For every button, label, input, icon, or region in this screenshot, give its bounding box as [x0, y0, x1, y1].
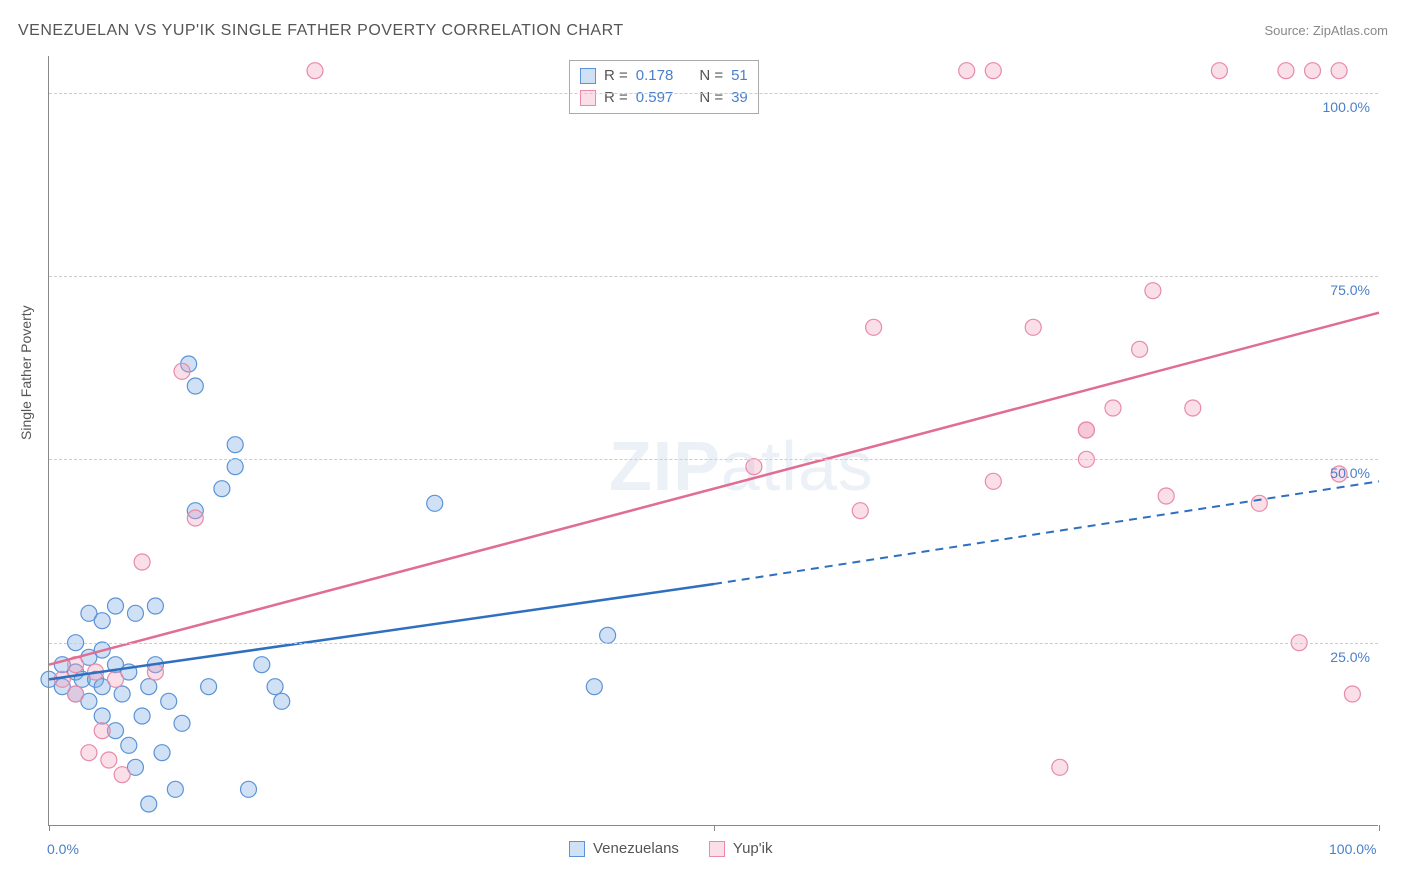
y-tick-label: 100.0%: [1323, 99, 1370, 115]
data-point: [94, 613, 110, 629]
data-point: [600, 627, 616, 643]
data-point: [1251, 495, 1267, 511]
data-point: [68, 686, 84, 702]
legend: Venezuelans Yup'ik: [569, 840, 772, 857]
data-point: [1305, 63, 1321, 79]
data-point: [187, 510, 203, 526]
data-point: [1344, 686, 1360, 702]
data-point: [274, 693, 290, 709]
data-point: [1105, 400, 1121, 416]
data-point: [101, 752, 117, 768]
data-point: [147, 598, 163, 614]
legend-item-yupik: Yup'ik: [709, 840, 773, 857]
data-point: [187, 378, 203, 394]
y-tick-label: 50.0%: [1330, 465, 1370, 481]
data-point: [108, 671, 124, 687]
data-point: [985, 473, 1001, 489]
data-point: [81, 745, 97, 761]
data-point: [114, 767, 130, 783]
x-tick-label: 0.0%: [47, 841, 79, 857]
trend-line-dashed: [714, 481, 1379, 584]
data-point: [1185, 400, 1201, 416]
stats-box: R = 0.178 N = 51 R = 0.597 N = 39: [569, 60, 759, 114]
data-point: [267, 679, 283, 695]
data-point: [427, 495, 443, 511]
data-point: [94, 708, 110, 724]
data-point: [114, 686, 130, 702]
data-point: [161, 693, 177, 709]
data-point: [866, 319, 882, 335]
data-point: [254, 657, 270, 673]
header: VENEZUELAN VS YUP'IK SINGLE FATHER POVER…: [18, 22, 1388, 40]
data-point: [154, 745, 170, 761]
data-point: [1132, 341, 1148, 357]
source-label: Source: ZipAtlas.com: [1264, 23, 1388, 38]
data-point: [201, 679, 217, 695]
data-point: [227, 459, 243, 475]
data-point: [1025, 319, 1041, 335]
n-value-venezuelans: 51: [731, 65, 748, 87]
data-point: [147, 664, 163, 680]
chart-title: VENEZUELAN VS YUP'IK SINGLE FATHER POVER…: [18, 22, 624, 40]
data-point: [586, 679, 602, 695]
swatch-venezuelans-icon: [580, 68, 596, 84]
data-point: [141, 679, 157, 695]
legend-item-venezuelans: Venezuelans: [569, 840, 679, 857]
data-point: [214, 481, 230, 497]
y-axis-label: Single Father Poverty: [18, 305, 34, 440]
data-point: [174, 715, 190, 731]
data-point: [241, 781, 257, 797]
data-point: [167, 781, 183, 797]
data-point: [1052, 759, 1068, 775]
stats-row-yupik: R = 0.597 N = 39: [580, 87, 748, 109]
r-value-venezuelans: 0.178: [636, 65, 674, 87]
data-point: [1158, 488, 1174, 504]
data-point: [108, 598, 124, 614]
r-value-yupik: 0.597: [636, 87, 674, 109]
trend-line: [49, 313, 1379, 665]
data-point: [307, 63, 323, 79]
data-point: [985, 63, 1001, 79]
data-point: [1145, 283, 1161, 299]
data-point: [1278, 63, 1294, 79]
n-value-yupik: 39: [731, 87, 748, 109]
legend-swatch-venezuelans-icon: [569, 841, 585, 857]
data-point: [1078, 422, 1094, 438]
chart-canvas: [49, 56, 1378, 825]
y-tick-label: 25.0%: [1330, 649, 1370, 665]
x-tick-label: 100.0%: [1329, 841, 1376, 857]
data-point: [121, 737, 137, 753]
data-point: [94, 723, 110, 739]
legend-label-yupik: Yup'ik: [733, 840, 773, 857]
data-point: [134, 708, 150, 724]
data-point: [127, 605, 143, 621]
y-tick-label: 75.0%: [1330, 282, 1370, 298]
data-point: [141, 796, 157, 812]
data-point: [852, 503, 868, 519]
plot-area: ZIPatlas R = 0.178 N = 51 R = 0.597 N = …: [48, 56, 1378, 826]
data-point: [1331, 63, 1347, 79]
data-point: [959, 63, 975, 79]
data-point: [227, 437, 243, 453]
stats-row-venezuelans: R = 0.178 N = 51: [580, 65, 748, 87]
data-point: [1211, 63, 1227, 79]
data-point: [134, 554, 150, 570]
data-point: [174, 363, 190, 379]
legend-label-venezuelans: Venezuelans: [593, 840, 679, 857]
legend-swatch-yupik-icon: [709, 841, 725, 857]
data-point: [746, 459, 762, 475]
